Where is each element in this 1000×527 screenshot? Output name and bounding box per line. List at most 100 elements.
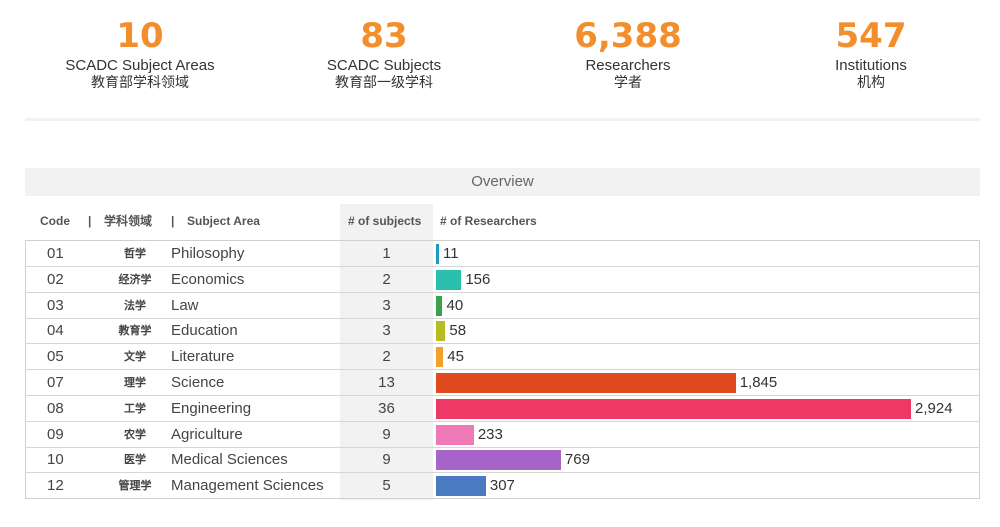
row-subject-area: Medical Sciences (171, 451, 288, 469)
row-zh-area: 工学 (124, 401, 146, 415)
row-zh-area: 文学 (124, 350, 146, 364)
stat-label-en: Institutions (835, 57, 907, 74)
row-num-subjects: 3 (382, 296, 391, 314)
row-zh-area: 管理学 (118, 479, 152, 493)
stat-label-zh: 教育部学科领域 (91, 75, 189, 91)
researchers-bar[interactable] (436, 398, 911, 419)
stat-label-zh: 学者 (614, 75, 642, 91)
table-row[interactable]: 01 哲学 Philosophy 1 11 (25, 241, 980, 267)
subjects-column-background (340, 204, 433, 500)
row-divider (25, 472, 980, 474)
table-row[interactable]: 10 医学 Medical Sciences 9 769 (25, 447, 980, 474)
row-zh-area: 教育学 (118, 324, 152, 338)
row-code: 04 (47, 322, 64, 340)
table-row[interactable]: 03 法学 Law 3 40 (25, 293, 980, 319)
researchers-bar[interactable] (436, 424, 474, 445)
researchers-bar-label: 2,924 (915, 399, 953, 417)
header-subject-area[interactable]: Subject Area (187, 214, 260, 228)
researchers-bar-label: 233 (477, 425, 503, 443)
header-code[interactable]: Code (40, 214, 70, 228)
researchers-bar[interactable] (436, 347, 444, 368)
stat-label-en: Researchers (585, 57, 671, 74)
stat-label-en: SCADC Subject Areas (65, 57, 215, 74)
researchers-bar[interactable] (436, 244, 439, 264)
row-divider (25, 420, 980, 422)
researchers-bar-label: 769 (564, 451, 590, 469)
header-separator: | (171, 214, 175, 228)
researchers-bar-label: 58 (449, 322, 467, 340)
table-row[interactable]: 04 教育学 Education 3 58 (25, 318, 980, 345)
row-code: 05 (47, 348, 64, 366)
row-subject-area: Agriculture (171, 425, 243, 443)
header-zh-area[interactable]: 学科领域 (104, 214, 153, 228)
row-subject-area: Economics (171, 270, 245, 288)
row-num-subjects: 5 (382, 477, 391, 495)
row-code: 10 (47, 451, 64, 469)
row-subject-area: Education (171, 322, 238, 340)
stat-value: 10 (116, 16, 164, 56)
table-row[interactable]: 07 理学 Science 13 1,845 (25, 370, 980, 396)
row-zh-area: 经济学 (118, 272, 152, 286)
row-zh-area: 农学 (124, 427, 146, 441)
stat-value: 6,388 (574, 16, 682, 56)
researchers-bar[interactable] (436, 476, 486, 497)
section-divider (25, 118, 980, 121)
row-divider (25, 317, 980, 319)
row-code: 07 (47, 374, 64, 391)
researchers-bar[interactable] (436, 321, 446, 342)
stat-label-zh: 教育部一级学科 (335, 75, 433, 91)
row-subject-area: Law (171, 296, 199, 314)
researchers-bar-label: 156 (465, 270, 491, 288)
table-row[interactable]: 12 管理学 Management Sciences 5 307 (25, 473, 980, 499)
overview-title: Overview (25, 168, 980, 196)
row-divider (25, 266, 980, 267)
table-row[interactable]: 02 经济学 Economics 2 156 (25, 267, 980, 293)
researchers-bar[interactable] (436, 269, 462, 290)
row-divider (25, 395, 980, 396)
row-divider (25, 343, 980, 345)
researchers-bar-label: 11 (443, 245, 459, 262)
header-separator: | (88, 214, 92, 228)
researchers-bar[interactable] (436, 450, 561, 471)
summary-stats: 10 SCADC Subject Areas 教育部学科领域 83 SCADC … (0, 0, 1000, 120)
row-code: 09 (47, 425, 64, 443)
row-subject-area: Science (171, 374, 225, 391)
stat-researchers: 6,388 Researchers 学者 (508, 14, 748, 92)
row-zh-area: 法学 (124, 298, 146, 312)
row-divider (25, 369, 980, 371)
header-num-researchers[interactable]: # of Researchers (440, 214, 537, 228)
row-num-subjects: 13 (378, 374, 395, 391)
row-code: 08 (47, 399, 64, 417)
researchers-bar-label: 307 (489, 477, 515, 495)
stat-label-en: SCADC Subjects (326, 57, 442, 74)
row-subject-area: Engineering (171, 399, 252, 417)
stat-institutions: 547 Institutions 机构 (751, 14, 991, 92)
row-subject-area: Literature (171, 348, 235, 366)
table-row[interactable]: 08 工学 Engineering 36 2,924 (25, 396, 980, 422)
row-num-subjects: 36 (378, 399, 395, 417)
stat-value: 547 (835, 16, 907, 56)
stat-label-zh: 机构 (857, 75, 885, 91)
row-divider (25, 446, 980, 448)
stat-subjects: 83 SCADC Subjects 教育部一级学科 (264, 14, 504, 92)
researchers-bar[interactable] (436, 295, 443, 316)
table-row[interactable]: 05 文学 Literature 2 45 (25, 344, 980, 371)
row-num-subjects: 3 (382, 322, 391, 340)
header-num-subjects[interactable]: # of subjects (348, 214, 422, 228)
row-divider (25, 291, 980, 293)
researchers-bar[interactable] (436, 373, 736, 393)
table-row[interactable]: 09 农学 Agriculture 9 233 (25, 422, 980, 448)
researchers-bar-label: 1,845 (739, 374, 778, 391)
row-code: 01 (47, 245, 64, 262)
row-subject-area: Philosophy (171, 245, 245, 262)
row-zh-area: 哲学 (124, 247, 146, 260)
stat-value: 83 (360, 16, 408, 56)
row-subject-area: Management Sciences (171, 477, 324, 495)
row-code: 02 (47, 270, 64, 288)
row-num-subjects: 9 (382, 451, 391, 469)
row-num-subjects: 1 (382, 245, 391, 262)
row-num-subjects: 2 (382, 348, 391, 366)
row-code: 12 (47, 477, 64, 495)
researchers-bar-label: 40 (446, 296, 464, 314)
row-num-subjects: 2 (382, 270, 391, 288)
